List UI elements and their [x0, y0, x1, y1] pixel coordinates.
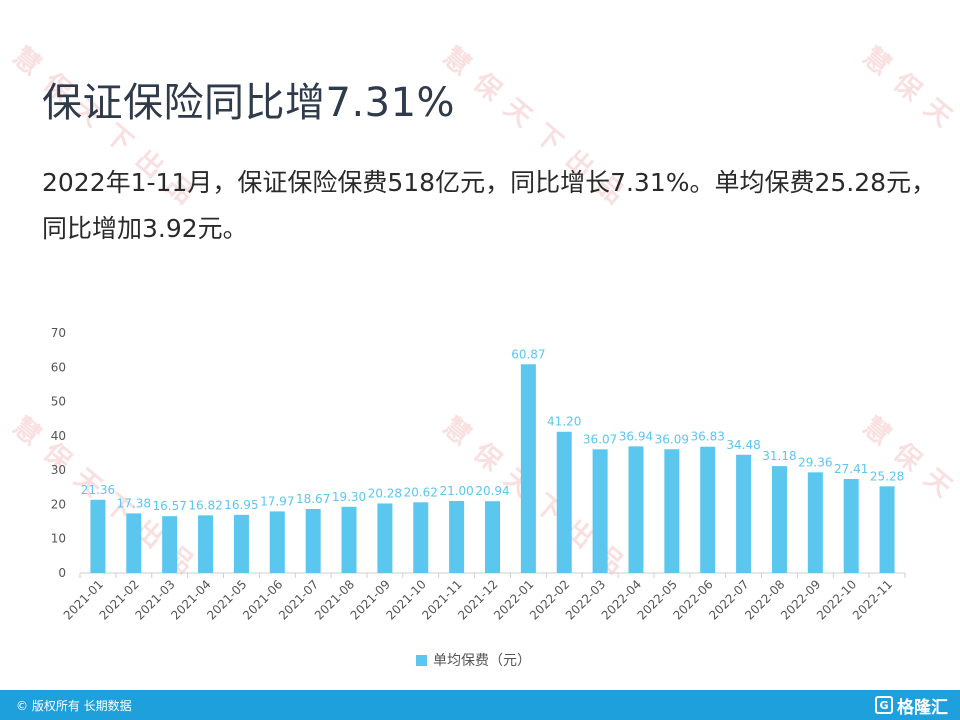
- bar: [807, 472, 823, 573]
- bar-value-label: 25.28: [870, 469, 904, 483]
- bar: [771, 466, 787, 573]
- bar: [628, 446, 644, 573]
- bar: [879, 486, 895, 573]
- bar: [198, 515, 214, 573]
- bar: [736, 454, 752, 573]
- bar: [556, 431, 572, 573]
- bar: [269, 511, 285, 573]
- bar-value-label: 36.09: [655, 432, 689, 446]
- bar: [485, 501, 500, 573]
- y-tick-label: 10: [51, 532, 66, 546]
- page-title: 保证保险同比增7.31%: [42, 80, 456, 126]
- bar: [413, 502, 429, 573]
- bar-value-label: 16.57: [152, 499, 186, 513]
- bar-value-label: 17.38: [117, 496, 151, 510]
- bar: [126, 513, 142, 573]
- bar: [305, 508, 321, 573]
- bar-value-label: 27.41: [834, 462, 868, 476]
- bar-value-label: 21.00: [439, 484, 473, 498]
- bar-value-label: 17.97: [260, 494, 294, 508]
- bar: [664, 449, 680, 573]
- bar-value-label: 29.36: [798, 455, 832, 469]
- bar-value-label: 20.28: [368, 486, 402, 500]
- footer-bar: © 版权所有 长期数据 G 格隆汇: [0, 690, 960, 720]
- brand-logo: G 格隆汇: [875, 694, 948, 718]
- bar-value-label: 16.95: [224, 498, 258, 512]
- y-tick-label: 60: [51, 360, 66, 374]
- description-text: 2022年1-11月，保证保险保费518亿元，同比增长7.31%。单均保费25.…: [42, 168, 937, 243]
- y-tick-label: 70: [51, 326, 66, 340]
- bar-value-label: 34.48: [726, 438, 760, 452]
- bar: [233, 514, 249, 573]
- y-tick-label: 50: [51, 395, 66, 409]
- bar-value-label: 21.36: [81, 483, 115, 497]
- bar-value-label: 18.67: [296, 492, 330, 506]
- y-tick-label: 0: [58, 566, 66, 580]
- bar: [162, 516, 178, 573]
- bar-chart: 01020304050607021.362021-0117.382021-021…: [51, 326, 906, 669]
- bar: [90, 499, 106, 573]
- bar-value-label: 19.30: [332, 490, 366, 504]
- bar-value-label: 20.62: [404, 485, 438, 499]
- copyright-text: © 版权所有 长期数据: [16, 699, 132, 713]
- bar: [592, 449, 608, 573]
- y-tick-label: 40: [51, 429, 66, 443]
- bar: [520, 364, 536, 573]
- brand-name: 格隆汇: [897, 697, 948, 718]
- legend-label: 单均保费（元）: [433, 653, 531, 669]
- bar-value-label: 36.07: [583, 432, 617, 446]
- bar-value-label: 36.94: [619, 429, 653, 443]
- bar: [341, 506, 357, 573]
- bar-value-label: 31.18: [762, 449, 796, 463]
- bar-value-label: 20.94: [475, 484, 509, 498]
- legend-swatch: [416, 655, 427, 666]
- bar: [449, 501, 465, 573]
- bar: [843, 479, 859, 573]
- bar: [377, 503, 393, 573]
- bar-value-label: 16.82: [188, 498, 222, 512]
- bar-value-label: 36.83: [691, 430, 725, 444]
- brand-logo-icon: G: [875, 696, 893, 714]
- bar: [700, 446, 716, 573]
- y-tick-label: 30: [51, 463, 66, 477]
- y-tick-label: 20: [51, 497, 66, 511]
- x-tick-label: 2022-11: [850, 577, 895, 622]
- bar-value-label: 41.20: [547, 415, 581, 429]
- bar-value-label: 60.87: [511, 347, 545, 361]
